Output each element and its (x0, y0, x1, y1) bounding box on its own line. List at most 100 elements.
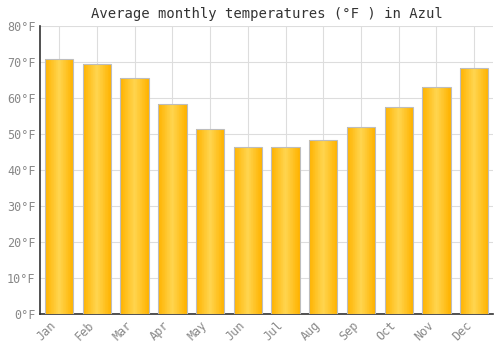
Bar (473, 68, 474, 314)
Bar (257, 147, 258, 314)
Bar (64, 59, 65, 314)
Bar (176, 104, 178, 314)
Bar (204, 129, 205, 314)
Bar (208, 129, 210, 314)
Bar (333, 140, 334, 314)
Bar (99, 64, 100, 314)
Bar (173, 104, 174, 314)
Bar (386, 107, 388, 314)
Bar (213, 129, 214, 314)
Bar (166, 104, 168, 314)
Bar (404, 107, 405, 314)
Bar (357, 127, 358, 314)
Bar (310, 140, 311, 314)
Bar (363, 127, 364, 314)
Bar (412, 107, 413, 314)
Bar (362, 127, 363, 314)
Bar (273, 147, 274, 314)
Bar (447, 88, 448, 314)
Bar (354, 127, 356, 314)
Bar (258, 147, 259, 314)
Bar (94, 64, 95, 314)
Bar (245, 147, 246, 314)
Bar (444, 88, 445, 314)
Bar (128, 78, 129, 314)
Bar (174, 104, 175, 314)
Bar (365, 127, 366, 314)
Bar (391, 107, 392, 314)
Bar (425, 88, 426, 314)
Bar (443, 88, 444, 314)
Bar (479, 68, 480, 314)
Bar (469, 68, 470, 314)
Bar (48, 59, 50, 314)
Bar (50, 59, 51, 314)
Bar (297, 147, 298, 314)
Bar (67, 59, 68, 314)
Bar (120, 78, 149, 314)
Bar (405, 107, 406, 314)
Bar (484, 68, 485, 314)
Bar (329, 140, 330, 314)
Bar (472, 68, 473, 314)
Bar (330, 140, 331, 314)
Bar (373, 127, 374, 314)
Bar (216, 129, 217, 314)
Bar (126, 78, 127, 314)
Bar (158, 104, 159, 314)
Bar (278, 147, 279, 314)
Bar (296, 147, 297, 314)
Bar (196, 129, 198, 314)
Bar (275, 147, 276, 314)
Bar (68, 59, 69, 314)
Bar (438, 88, 440, 314)
Bar (396, 107, 398, 314)
Bar (175, 104, 176, 314)
Bar (95, 64, 96, 314)
Bar (46, 59, 47, 314)
Bar (370, 127, 371, 314)
Bar (240, 147, 242, 314)
Bar (162, 104, 163, 314)
Bar (482, 68, 484, 314)
Bar (58, 59, 59, 314)
Bar (130, 78, 131, 314)
Bar (474, 68, 475, 314)
Bar (66, 59, 67, 314)
Bar (52, 59, 53, 314)
Bar (478, 68, 479, 314)
Bar (45, 59, 46, 314)
Bar (398, 107, 400, 314)
Bar (347, 127, 348, 314)
Bar (138, 78, 139, 314)
Bar (280, 147, 281, 314)
Bar (235, 147, 236, 314)
Bar (211, 129, 212, 314)
Bar (279, 147, 280, 314)
Bar (320, 140, 321, 314)
Bar (430, 88, 431, 314)
Bar (424, 88, 425, 314)
Bar (348, 127, 349, 314)
Bar (137, 78, 138, 314)
Bar (86, 64, 87, 314)
Bar (238, 147, 240, 314)
Bar (393, 107, 394, 314)
Bar (332, 140, 333, 314)
Bar (411, 107, 412, 314)
Bar (433, 88, 434, 314)
Bar (317, 140, 318, 314)
Bar (185, 104, 186, 314)
Bar (202, 129, 203, 314)
Bar (272, 147, 273, 314)
Bar (436, 88, 437, 314)
Bar (485, 68, 486, 314)
Bar (237, 147, 238, 314)
Bar (90, 64, 91, 314)
Bar (124, 78, 126, 314)
Bar (311, 140, 312, 314)
Bar (172, 104, 173, 314)
Bar (272, 147, 299, 314)
Bar (141, 78, 142, 314)
Bar (133, 78, 134, 314)
